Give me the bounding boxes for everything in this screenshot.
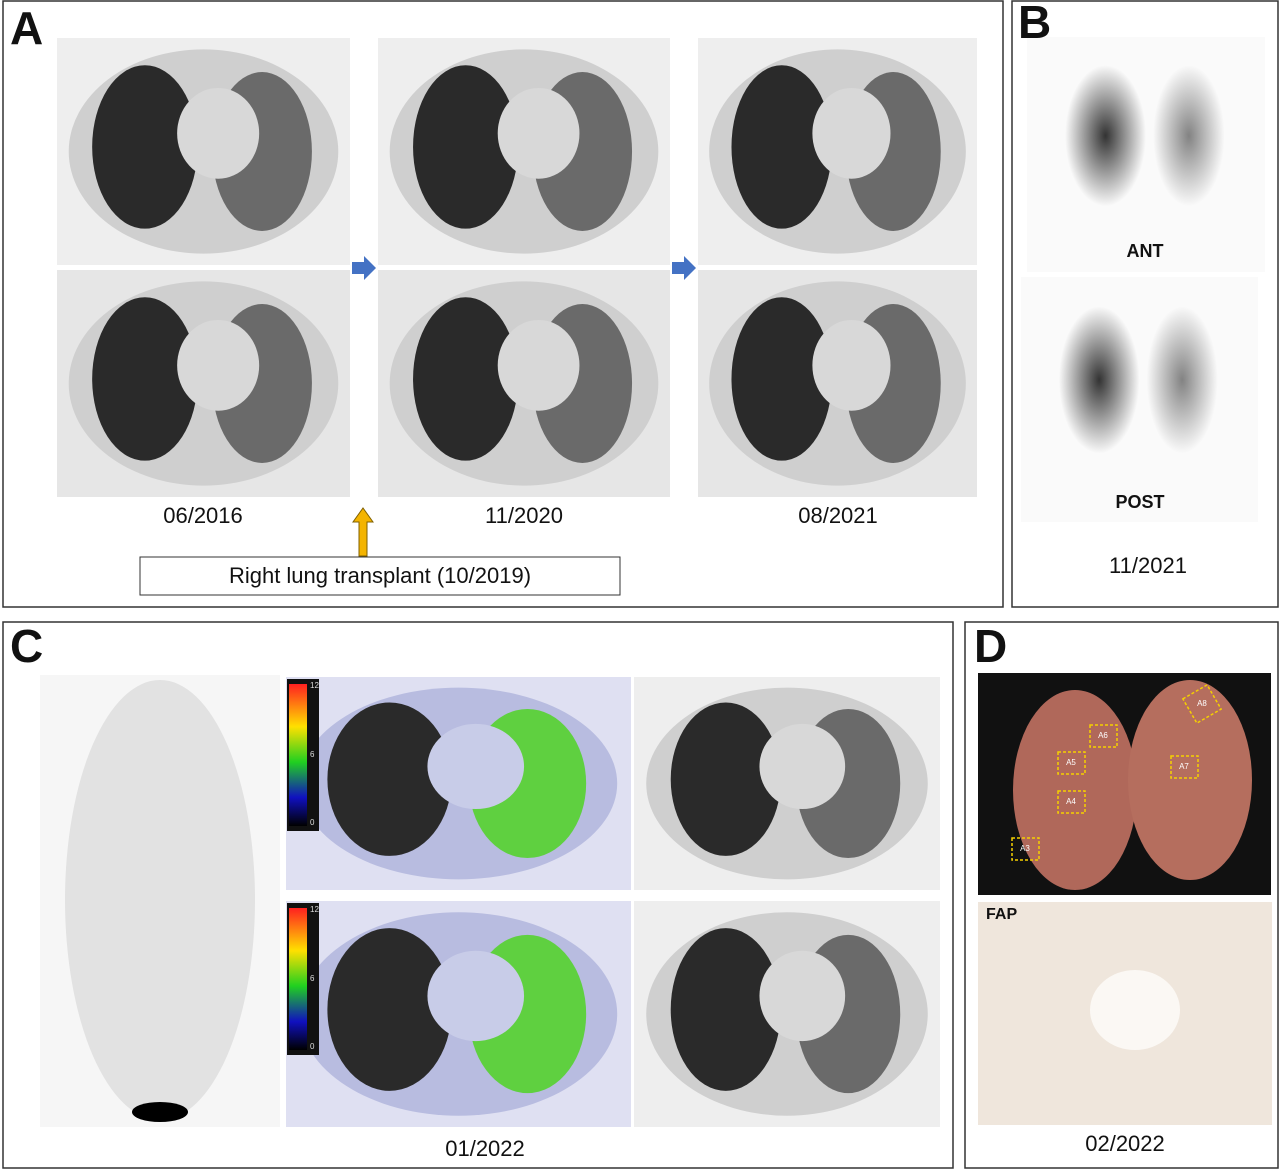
heart	[759, 723, 846, 810]
colorbar-tick: 12	[310, 905, 319, 914]
roi-label: A3	[1020, 844, 1030, 853]
bladder	[132, 1102, 188, 1122]
lung	[670, 928, 781, 1091]
lung	[731, 297, 832, 461]
panel-label: B	[1018, 0, 1051, 48]
uptake	[1153, 65, 1225, 207]
arrow	[352, 256, 376, 280]
stain-label: FAP	[986, 906, 1017, 923]
heart	[427, 950, 525, 1042]
colorbar-tick: 12	[310, 681, 319, 690]
date-label: 08/2021	[798, 503, 878, 528]
view-label: ANT	[1127, 241, 1164, 261]
uptake	[1058, 306, 1140, 454]
annotation: Right lung transplant (10/2019)	[229, 563, 531, 588]
arrow	[672, 256, 696, 280]
panel-label: C	[10, 620, 43, 672]
roi-label: A7	[1179, 762, 1189, 771]
heart	[812, 319, 891, 411]
heart	[497, 87, 580, 179]
heart	[427, 723, 525, 810]
heart	[812, 87, 891, 179]
date-label: 02/2022	[1085, 1131, 1165, 1156]
lung-slice	[1013, 690, 1137, 890]
date-label: 01/2022	[445, 1136, 525, 1161]
heart	[177, 319, 260, 411]
heart	[497, 319, 580, 411]
date-label: 11/2021	[1109, 553, 1187, 578]
date-label: 11/2020	[485, 503, 563, 528]
uptake	[1065, 65, 1147, 207]
lung	[92, 297, 198, 461]
lung	[327, 702, 452, 856]
lung	[670, 702, 781, 856]
heart	[177, 87, 260, 179]
colorbar-scale	[289, 908, 307, 1050]
lung	[731, 65, 832, 229]
lung	[413, 297, 519, 461]
panel-label: D	[974, 620, 1007, 672]
roi-label: A4	[1066, 797, 1076, 806]
lung	[92, 65, 198, 229]
heart	[759, 950, 846, 1042]
roi-label: A8	[1197, 699, 1207, 708]
lung	[413, 65, 519, 229]
airspace	[1090, 970, 1180, 1050]
annotation-box	[139, 556, 621, 596]
colorbar-tick: 0	[310, 818, 315, 827]
lung-slice	[1128, 680, 1252, 880]
arrow	[352, 507, 374, 557]
colorbar-tick: 6	[310, 974, 315, 983]
roi-boxes	[1011, 683, 1223, 861]
panel-label: A	[10, 2, 43, 54]
colorbar-scale	[289, 684, 307, 826]
body	[65, 680, 255, 1120]
lung	[327, 928, 452, 1091]
scintigraphy	[1027, 37, 1265, 272]
roi-label: A5	[1066, 758, 1076, 767]
view-label: POST	[1115, 492, 1164, 512]
images	[40, 37, 1272, 1127]
colorbar-tick: 0	[310, 1042, 315, 1051]
date-label: 06/2016	[163, 503, 243, 528]
uptake	[1146, 306, 1218, 454]
roi-label: A6	[1098, 731, 1108, 740]
scintigraphy	[1021, 277, 1258, 522]
colorbar-tick: 6	[310, 750, 315, 759]
